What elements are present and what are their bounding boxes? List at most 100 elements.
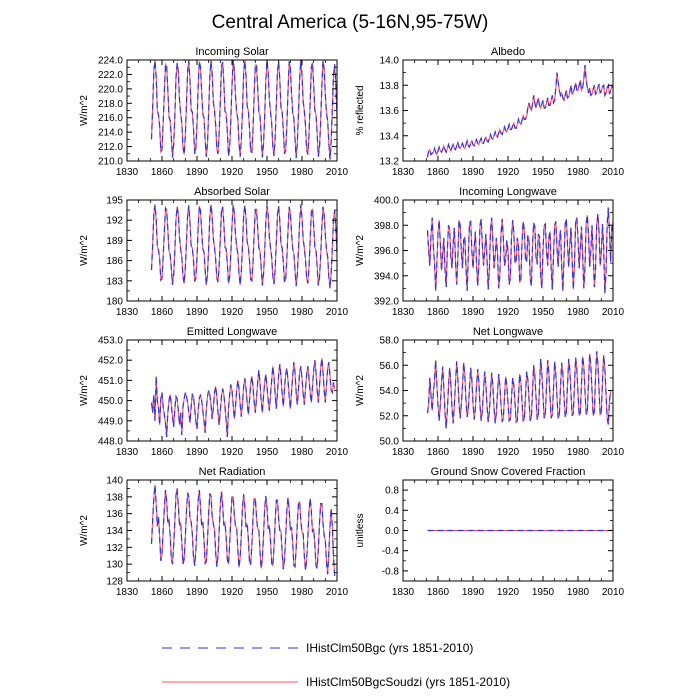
incoming-solar-xtick-label: 1890	[186, 167, 209, 178]
incoming-longwave-xtick-label: 2010	[602, 307, 625, 318]
absorbed-solar-xtick-label: 1920	[221, 307, 244, 318]
albedo-xtick-label: 1950	[532, 167, 555, 178]
panel-grid: 1830 1860 1890 1920 1950 1980 2010 210.0 212.0 21…	[79, 46, 625, 598]
emitted-longwave-ytick-label: 453.0	[98, 336, 123, 347]
panel-incoming-longwave: 1830 1860 1890 1920 1950 1980 2010 392.0 394.0 39…	[355, 186, 625, 318]
absorbed-solar-ytick-label: 195	[106, 196, 123, 207]
net-radiation-xtick-label: 1950	[256, 587, 279, 598]
incoming-solar-xtick-label: 1830	[116, 167, 139, 178]
net-radiation-xtick-label: 1920	[221, 587, 244, 598]
net-radiation-xtick-label: 2010	[326, 587, 349, 598]
absorbed-solar-series-a-line	[150, 204, 338, 289]
net-longwave-xtick-label: 1950	[532, 447, 555, 458]
net-radiation-series-a-line	[150, 484, 336, 576]
legend-label-series-b: IHistClm50BgcSoudzi (yrs 1851-2010)	[306, 675, 510, 689]
absorbed-solar-xtick-label: 1950	[256, 307, 279, 318]
net-radiation-xtick-label: 1860	[151, 587, 174, 598]
net-longwave-series-a-line	[426, 351, 612, 429]
ground-snow-covered-fraction-xtick-label: 1860	[427, 587, 450, 598]
incoming-longwave-ytick-label: 398.0	[374, 221, 399, 232]
albedo-ylabel: % reflected	[355, 85, 366, 135]
absorbed-solar-ytick-label: 192	[106, 216, 123, 227]
albedo-ytick-label: 14.0	[380, 56, 400, 67]
incoming-solar-xtick-label: 1920	[221, 167, 244, 178]
incoming-longwave-ytick-label: 396.0	[374, 246, 399, 257]
incoming-solar-series-a-line	[150, 59, 338, 160]
incoming-solar-ytick-label: 220.0	[98, 84, 123, 95]
incoming-longwave-xtick-label: 1980	[567, 307, 590, 318]
absorbed-solar-ytick-label: 186	[106, 256, 123, 267]
net-radiation-series-b-line	[150, 484, 336, 576]
net-radiation-panel-title: Net Radiation	[199, 466, 266, 478]
emitted-longwave-ytick-label: 448.0	[98, 437, 123, 448]
net-radiation-ylabel: W/m^2	[79, 515, 90, 546]
panel-ground-snow-covered-fraction: 1830 1860 1890 1920 1950 1980 2010 -0.8 -0.4 0.0 0…	[355, 466, 625, 598]
incoming-longwave-ytick-label: 392.0	[374, 297, 399, 308]
absorbed-solar-ytick-label: 189	[106, 236, 123, 247]
incoming-solar-ytick-label: 222.0	[98, 70, 123, 81]
ground-snow-covered-fraction-xtick-label: 1830	[392, 587, 415, 598]
albedo-series-b-line	[426, 65, 614, 158]
incoming-solar-ytick-label: 224.0	[98, 56, 123, 67]
ground-snow-covered-fraction-ytick-label: 0.8	[385, 486, 399, 497]
ground-snow-covered-fraction-xtick-label: 1890	[462, 587, 485, 598]
absorbed-solar-xtick-label: 1890	[186, 307, 209, 318]
incoming-solar-xtick-label: 2010	[326, 167, 349, 178]
incoming-longwave-series-b-line	[426, 207, 614, 294]
incoming-solar-xtick-label: 1980	[291, 167, 314, 178]
ground-snow-covered-fraction-ytick-label: -0.8	[382, 566, 400, 577]
net-longwave-ytick-label: 54.0	[380, 386, 400, 397]
ground-snow-covered-fraction-ytick-label: -0.4	[382, 546, 400, 557]
absorbed-solar-xtick-label: 1830	[116, 307, 139, 318]
net-radiation-ytick-label: 132	[106, 543, 123, 554]
ground-snow-covered-fraction-xtick-label: 1950	[532, 587, 555, 598]
absorbed-solar-xtick-label: 1980	[291, 307, 314, 318]
net-longwave-ytick-label: 56.0	[380, 361, 400, 372]
incoming-longwave-xtick-label: 1830	[392, 307, 415, 318]
emitted-longwave-xtick-label: 1860	[151, 447, 174, 458]
legend: IHistClm50Bgc (yrs 1851-2010) IHistClm50B…	[162, 641, 510, 689]
panel-emitted-longwave: 1830 1860 1890 1920 1950 1980 2010 448.0 449.0 45…	[79, 326, 349, 458]
panel-albedo: 1830 1860 1890 1920 1950 1980 2010 13.2 13.4 13.6…	[355, 46, 625, 178]
albedo-xtick-label: 1860	[427, 167, 450, 178]
emitted-longwave-ytick-label: 452.0	[98, 356, 123, 367]
absorbed-solar-series-b-line	[150, 204, 338, 289]
incoming-solar-ytick-label: 216.0	[98, 113, 123, 124]
emitted-longwave-xtick-label: 1950	[256, 447, 279, 458]
incoming-longwave-xtick-label: 1920	[497, 307, 520, 318]
albedo-ytick-label: 13.4	[380, 131, 400, 142]
absorbed-solar-ylabel: W/m^2	[79, 235, 90, 266]
net-longwave-panel-title: Net Longwave	[473, 326, 543, 338]
emitted-longwave-xtick-label: 1830	[116, 447, 139, 458]
incoming-longwave-panel-title: Incoming Longwave	[459, 186, 557, 198]
incoming-longwave-xtick-label: 1950	[532, 307, 555, 318]
albedo-xtick-label: 1920	[497, 167, 520, 178]
emitted-longwave-xtick-label: 1980	[291, 447, 314, 458]
ground-snow-covered-fraction-xtick-label: 1980	[567, 587, 590, 598]
net-radiation-ytick-label: 136	[106, 509, 123, 520]
albedo-series-a-line	[426, 64, 614, 158]
incoming-solar-ytick-label: 212.0	[98, 142, 123, 153]
emitted-longwave-ytick-label: 449.0	[98, 416, 123, 427]
panel-incoming-solar: 1830 1860 1890 1920 1950 1980 2010 210.0 212.0 21…	[79, 46, 349, 178]
emitted-longwave-panel-title: Emitted Longwave	[187, 326, 278, 338]
emitted-longwave-ytick-label: 450.0	[98, 396, 123, 407]
emitted-longwave-ytick-label: 451.0	[98, 376, 123, 387]
absorbed-solar-xtick-label: 2010	[326, 307, 349, 318]
incoming-longwave-ytick-label: 400.0	[374, 196, 399, 207]
albedo-ytick-label: 13.6	[380, 106, 400, 117]
panel-net-longwave: 1830 1860 1890 1920 1950 1980 2010 50.0 52.0 54.0…	[355, 326, 625, 458]
net-longwave-xtick-label: 1920	[497, 447, 520, 458]
net-longwave-xtick-label: 1980	[567, 447, 590, 458]
net-longwave-xtick-label: 1830	[392, 447, 415, 458]
absorbed-solar-ytick-label: 180	[106, 297, 123, 308]
albedo-panel-title: Albedo	[491, 46, 525, 58]
ground-snow-covered-fraction-xtick-label: 2010	[602, 587, 625, 598]
incoming-solar-panel-title: Incoming Solar	[195, 46, 269, 58]
ground-snow-covered-fraction-panel-title: Ground Snow Covered Fraction	[431, 466, 586, 478]
absorbed-solar-ytick-label: 183	[106, 276, 123, 287]
net-radiation-xtick-label: 1830	[116, 587, 139, 598]
ground-snow-covered-fraction-ytick-label: 0.4	[385, 506, 399, 517]
net-radiation-ytick-label: 130	[106, 560, 123, 571]
net-longwave-ylabel: W/m^2	[355, 375, 366, 406]
